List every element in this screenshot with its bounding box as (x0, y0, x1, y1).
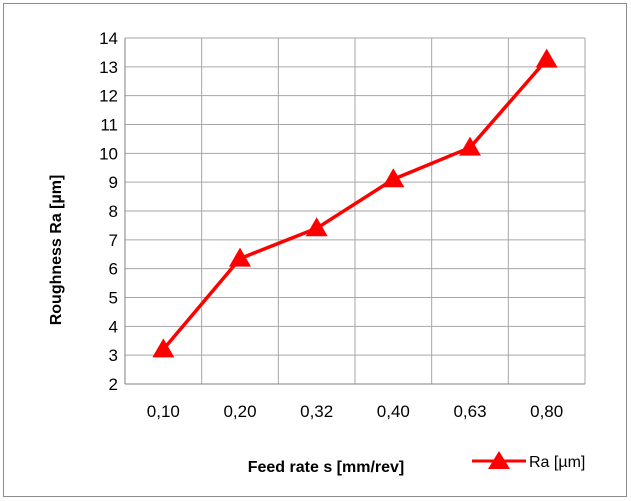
y-tick-label: 8 (109, 202, 118, 221)
y-tick-label: 13 (99, 58, 118, 77)
y-tick-label: 2 (109, 375, 118, 394)
x-tick-label: 0,80 (530, 402, 563, 421)
data-point-marker (305, 217, 328, 237)
y-tick-label: 12 (99, 87, 118, 106)
x-tick-labels: 0,10 0,20 0,32 0,40 0,63 0,80 (147, 402, 563, 421)
y-tick-label: 10 (99, 144, 118, 163)
data-point-marker (535, 48, 558, 68)
y-tick-label: 6 (109, 260, 118, 279)
data-point-marker (229, 247, 251, 267)
legend-marker (488, 451, 510, 469)
y-tick-label: 3 (109, 346, 118, 365)
x-axis-title: Feed rate s [mm/rev] (248, 459, 405, 476)
series-layer (152, 48, 558, 358)
grid-lines (125, 37, 586, 385)
y-tick-label: 4 (109, 317, 118, 336)
data-point-marker (382, 168, 405, 188)
series-line (161, 58, 548, 351)
y-tick-label: 7 (109, 231, 118, 250)
x-tick-label: 0,32 (300, 402, 333, 421)
data-point-marker (459, 136, 481, 156)
y-tick-label: 9 (109, 173, 118, 192)
legend-label: Ra [µm] (529, 454, 585, 471)
legend: Ra [µm] (472, 451, 585, 471)
y-tick-labels: 2 3 4 5 6 7 8 9 10 11 12 13 14 (99, 29, 118, 394)
x-tick-label: 0,40 (377, 402, 410, 421)
y-tick-label: 14 (99, 29, 118, 48)
x-tick-label: 0,63 (453, 402, 486, 421)
y-tick-label: 11 (100, 116, 118, 135)
y-axis-title: Roughness Ra [µm] (48, 175, 65, 326)
y-tick-label: 5 (109, 289, 118, 308)
data-point-marker (152, 338, 175, 358)
x-tick-label: 0,20 (223, 402, 256, 421)
x-tick-label: 0,10 (147, 402, 180, 421)
axes (124, 38, 585, 385)
